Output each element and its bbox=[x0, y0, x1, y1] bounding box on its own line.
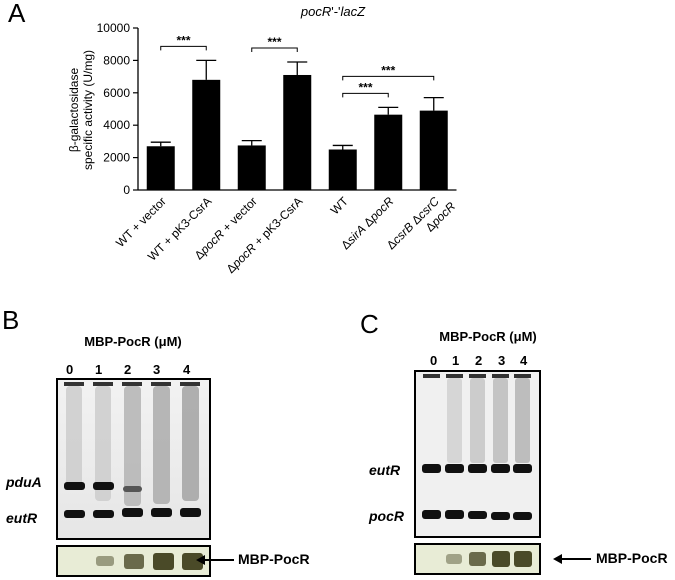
lane-number: 0 bbox=[430, 353, 438, 368]
x-tick-label: WT bbox=[328, 194, 352, 218]
y-tick-label: 8000 bbox=[103, 53, 130, 67]
bar bbox=[237, 145, 266, 190]
bar-chart: pocR'-'lacZ β-galactosidasespecific acti… bbox=[67, 4, 459, 276]
chart-title: pocR'-'lacZ bbox=[300, 4, 366, 19]
bar bbox=[146, 146, 175, 190]
band-label-eutr: eutR bbox=[6, 510, 38, 526]
x-tick-label: ΔcsrB ΔcsrCΔpocR bbox=[384, 188, 459, 263]
bars bbox=[146, 59, 448, 190]
y-tick-label: 0 bbox=[123, 183, 130, 197]
significance-label: *** bbox=[176, 33, 190, 47]
x-tick-label: ΔpocR + pK3-CsrA bbox=[224, 194, 306, 276]
significance-brackets: *** *** *** *** bbox=[160, 33, 435, 98]
y-tick-label: 4000 bbox=[103, 118, 130, 132]
panel-b-lane-numbers: 0 1 2 3 4 bbox=[58, 362, 210, 377]
significance-bracket bbox=[342, 75, 435, 81]
significance-label: *** bbox=[267, 35, 281, 49]
lane-number: 2 bbox=[475, 353, 483, 368]
lane-number: 3 bbox=[153, 362, 161, 377]
band-label-eutr: eutR bbox=[369, 462, 401, 478]
bar bbox=[328, 149, 357, 190]
y-tick-label: 10000 bbox=[97, 21, 131, 35]
panel-c-arrow-label: MBP-PocR bbox=[596, 550, 668, 566]
panel-c-arrow-icon bbox=[553, 554, 591, 564]
lane-number: 1 bbox=[95, 362, 103, 377]
band-label-pocr: pocR bbox=[369, 508, 404, 524]
significance-bracket bbox=[342, 92, 389, 98]
y-axis-label-text: β-galactosidasespecific activity (U/mg) bbox=[67, 50, 95, 170]
panel-c-lane-numbers: 0 1 2 3 4 bbox=[415, 353, 540, 368]
panel-b-letter: B bbox=[2, 305, 20, 335]
panel-b-gel-image bbox=[56, 378, 211, 540]
y-axis-label: β-galactosidasespecific activity (U/mg) bbox=[67, 50, 95, 170]
lane-number: 4 bbox=[520, 353, 528, 368]
panel-c-letter: C bbox=[360, 309, 379, 339]
lane-number: 4 bbox=[183, 362, 191, 377]
lane-number: 0 bbox=[66, 362, 74, 377]
significance-label: *** bbox=[381, 63, 395, 77]
lane-number: 2 bbox=[124, 362, 132, 377]
y-tick-label: 2000 bbox=[103, 151, 130, 165]
panel-b-arrow-icon bbox=[196, 555, 234, 565]
panel-c-western-blot bbox=[414, 543, 541, 575]
significance-bracket bbox=[251, 47, 298, 53]
lane-number: 3 bbox=[498, 353, 506, 368]
panel-b-western-blot bbox=[56, 545, 211, 577]
bar bbox=[283, 74, 312, 190]
bar bbox=[419, 110, 448, 190]
y-tick-label: 6000 bbox=[103, 86, 130, 100]
significance-bracket bbox=[160, 45, 207, 51]
significance-label: *** bbox=[358, 80, 372, 94]
lane-number: 1 bbox=[452, 353, 460, 368]
bar bbox=[192, 79, 221, 190]
panel-b-arrow-label: MBP-PocR bbox=[238, 551, 310, 567]
panel-c-title: MBP-PocR (μM) bbox=[439, 329, 537, 344]
panel-b-title: MBP-PocR (μM) bbox=[84, 334, 182, 349]
band-label-pdua: pduA bbox=[6, 474, 42, 490]
panel-a-letter: A bbox=[8, 0, 26, 28]
bar bbox=[374, 114, 403, 190]
panel-c-gel-image bbox=[414, 370, 541, 538]
